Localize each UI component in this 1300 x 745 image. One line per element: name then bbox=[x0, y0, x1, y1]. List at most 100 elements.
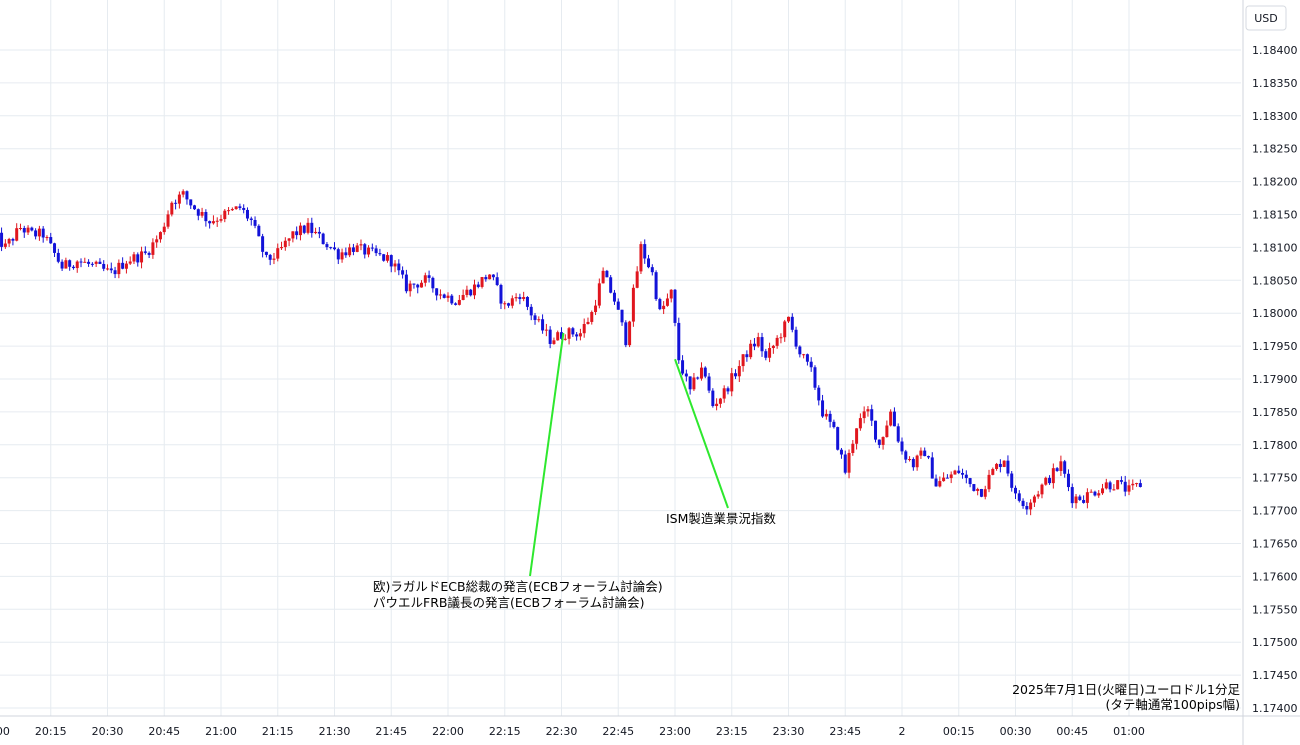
candle-body bbox=[855, 428, 859, 444]
candle-body bbox=[752, 343, 756, 347]
candle-body bbox=[794, 329, 798, 347]
candle-body bbox=[454, 303, 458, 305]
candle-body bbox=[1066, 473, 1070, 488]
candle-body bbox=[749, 343, 753, 358]
candle-body bbox=[730, 373, 734, 392]
candle-body bbox=[469, 289, 473, 296]
candle-body bbox=[389, 255, 393, 267]
candle-body bbox=[124, 263, 128, 269]
candle-body bbox=[143, 251, 147, 253]
x-tick-label: 00:15 bbox=[943, 725, 975, 738]
candle-body bbox=[779, 337, 783, 339]
candle-body bbox=[71, 266, 75, 269]
candle-body bbox=[90, 263, 94, 265]
candle-body bbox=[336, 249, 340, 260]
candle-body bbox=[79, 261, 83, 263]
candle-body bbox=[851, 443, 855, 453]
candle-body bbox=[631, 287, 635, 322]
candle-body bbox=[351, 247, 355, 252]
y-tick-label: 1.17800 bbox=[1252, 439, 1298, 452]
candle-body bbox=[162, 226, 166, 233]
candle-body bbox=[945, 477, 949, 479]
candle-body bbox=[809, 361, 813, 368]
candle-body bbox=[548, 329, 552, 344]
candle-body bbox=[189, 199, 193, 206]
candle-body bbox=[824, 413, 828, 417]
candle-body bbox=[416, 284, 420, 288]
candle-body bbox=[1089, 491, 1093, 493]
x-tick-label: 22:00 bbox=[432, 725, 464, 738]
candle-body bbox=[718, 398, 722, 404]
candle-body bbox=[892, 411, 896, 427]
x-tick-label: 01:00 bbox=[1113, 725, 1145, 738]
candle-body bbox=[302, 225, 306, 233]
candle-body bbox=[7, 238, 11, 244]
candle-body bbox=[106, 268, 109, 270]
candle-body bbox=[518, 297, 522, 300]
candle-body bbox=[544, 329, 548, 331]
y-tick-label: 1.18050 bbox=[1252, 274, 1298, 287]
candle-body bbox=[1002, 460, 1006, 467]
candle-body bbox=[1017, 493, 1021, 501]
candle-body bbox=[821, 400, 825, 417]
y-tick-label: 1.17950 bbox=[1252, 340, 1298, 353]
candle-body bbox=[877, 439, 881, 445]
candle-body bbox=[662, 305, 666, 310]
candle-body bbox=[870, 409, 874, 421]
candle-body bbox=[321, 233, 325, 245]
candle-body bbox=[109, 268, 113, 271]
candle-body bbox=[56, 252, 60, 262]
candle-body bbox=[181, 191, 185, 195]
candle-body bbox=[499, 284, 503, 304]
candle-body bbox=[420, 282, 424, 288]
candle-body bbox=[673, 289, 677, 323]
candle-body bbox=[121, 262, 125, 269]
candle-body bbox=[1119, 480, 1123, 482]
candle-body bbox=[1138, 483, 1142, 487]
candle-body bbox=[979, 488, 983, 497]
candle-body bbox=[802, 354, 806, 356]
candle-body bbox=[957, 470, 961, 473]
candle-body bbox=[741, 354, 745, 367]
candle-body bbox=[22, 228, 26, 233]
candle-body bbox=[193, 205, 197, 210]
candle-body bbox=[208, 221, 212, 224]
candle-body bbox=[204, 212, 208, 222]
candle-body bbox=[783, 321, 787, 338]
candle-body bbox=[234, 206, 238, 210]
candle-body bbox=[510, 298, 514, 306]
candle-body bbox=[699, 367, 703, 379]
candle-body bbox=[560, 332, 563, 339]
candle-body bbox=[590, 312, 594, 322]
candle-body bbox=[1085, 492, 1089, 503]
candle-body bbox=[261, 236, 265, 252]
candle-body bbox=[647, 258, 651, 268]
x-tick-label: 2 bbox=[899, 725, 906, 738]
chart-caption-line-1: 2025年7月1日(火曜日)ユーロドル1分足 bbox=[1012, 682, 1240, 697]
candle-body bbox=[908, 459, 912, 461]
candle-body bbox=[227, 210, 231, 212]
grid bbox=[0, 0, 1241, 716]
candle-body bbox=[563, 338, 567, 340]
candle-body bbox=[889, 411, 893, 426]
annotation-2-leader bbox=[674, 358, 729, 509]
candle-body bbox=[404, 274, 408, 292]
candle-body bbox=[594, 305, 598, 313]
candle-body bbox=[75, 261, 79, 269]
candle-body bbox=[117, 262, 121, 275]
candle-body bbox=[480, 277, 484, 287]
x-tick-label: 21:15 bbox=[262, 725, 294, 738]
candle-body bbox=[1104, 482, 1108, 489]
candle-body bbox=[1074, 496, 1078, 504]
candle-body bbox=[423, 275, 427, 283]
candle-body bbox=[174, 202, 178, 204]
candle-body bbox=[552, 340, 556, 344]
candle-body bbox=[707, 376, 711, 391]
candle-body bbox=[382, 254, 386, 261]
candle-body bbox=[790, 316, 794, 330]
candle-body bbox=[333, 247, 336, 250]
candle-body bbox=[472, 284, 476, 296]
candle-body bbox=[612, 292, 616, 302]
candle-body bbox=[219, 219, 223, 221]
